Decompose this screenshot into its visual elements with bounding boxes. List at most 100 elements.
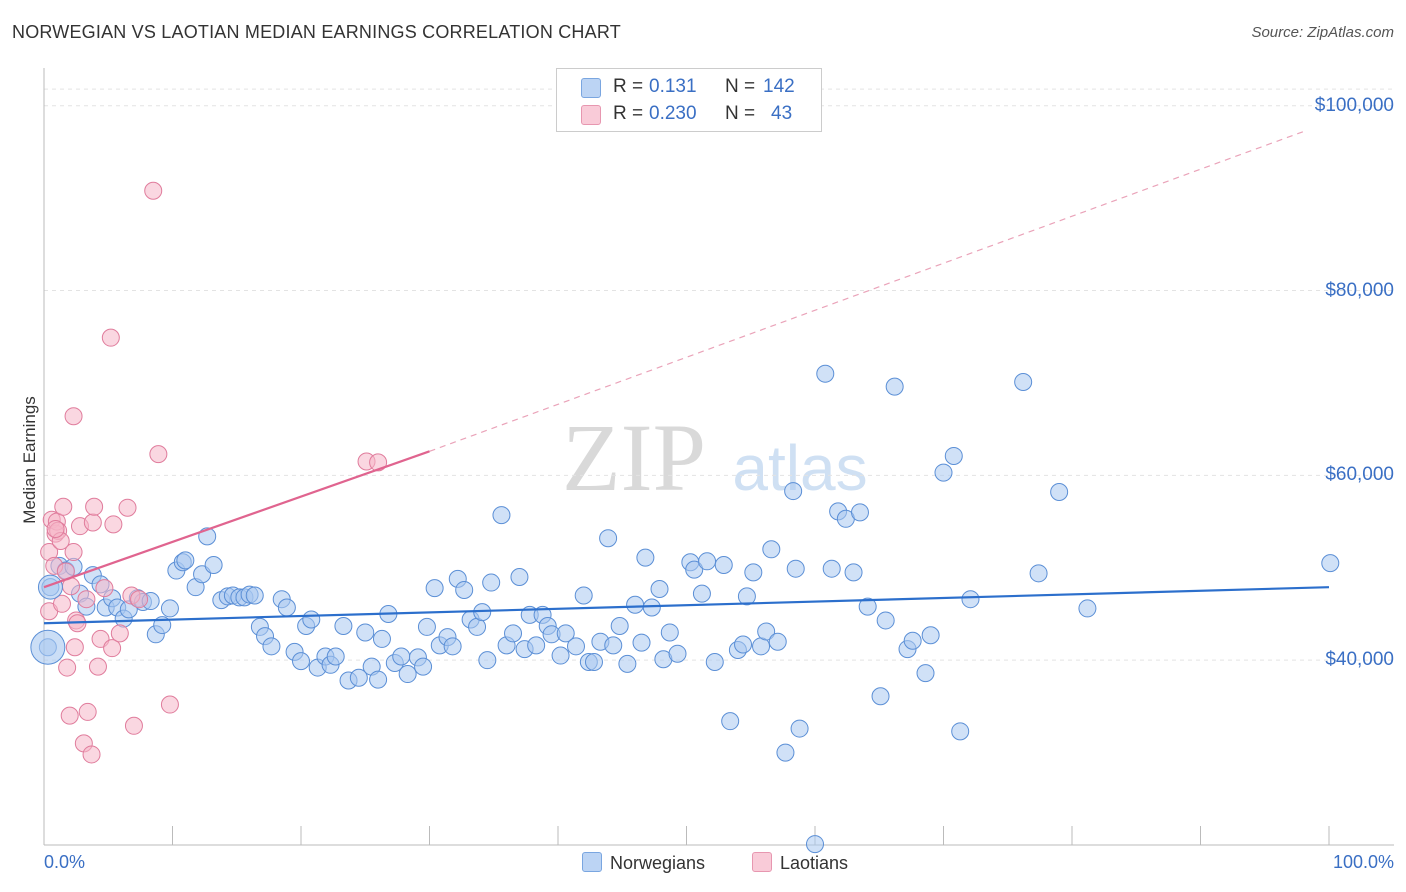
- norwegian-point: [668, 644, 687, 663]
- laotian-point: [78, 702, 97, 721]
- norwegian-point: [334, 616, 353, 635]
- norwegian-point: [302, 610, 321, 629]
- laotian-point: [60, 706, 79, 725]
- laotian-point: [124, 716, 143, 735]
- norwegian-point: [698, 552, 717, 571]
- laotian-point: [65, 638, 84, 657]
- laotian-point: [58, 658, 77, 677]
- norwegian-point: [504, 624, 523, 643]
- norwegian-point: [858, 597, 877, 616]
- watermark-zip: ZIP: [562, 404, 706, 511]
- norwegian-point: [776, 743, 795, 762]
- n-value: 43: [771, 103, 793, 124]
- norwegian-point: [850, 503, 869, 522]
- norwegian-point: [556, 624, 575, 643]
- norwegian-point: [685, 560, 704, 579]
- chart-title: NORWEGIAN VS LAOTIAN MEDIAN EARNINGS COR…: [12, 22, 621, 42]
- laotian-point: [85, 497, 104, 516]
- laotian-trend-extension: [429, 131, 1304, 452]
- norwegian-point: [349, 668, 368, 687]
- norwegian-point: [492, 506, 511, 525]
- x-tick-label-max: 100.0%: [1332, 852, 1394, 872]
- laotian-point: [64, 407, 83, 426]
- laotian-point: [83, 513, 102, 532]
- norwegian-point: [737, 587, 756, 606]
- norwegian-point: [1050, 482, 1069, 501]
- legend-label: Laotians: [780, 853, 849, 873]
- norwegian-point: [762, 540, 781, 559]
- laotians-legend-swatch: [752, 852, 772, 872]
- norwegian-point: [660, 623, 679, 642]
- norwegian-point: [1014, 373, 1033, 392]
- norwegian-point: [478, 651, 497, 670]
- laotian-point: [101, 328, 120, 347]
- norwegian-point: [921, 626, 940, 645]
- norwegian-point-large: [30, 629, 66, 665]
- norwegian-point: [961, 590, 980, 609]
- norwegian-point: [584, 653, 603, 672]
- y-tick-label: $80,000: [1325, 279, 1394, 301]
- norwegian-point: [1029, 564, 1048, 583]
- norwegian-point: [1321, 554, 1340, 573]
- norwegian-point: [618, 654, 637, 673]
- x-tick-label-min: 0.0%: [44, 852, 86, 872]
- norwegian-point: [455, 580, 474, 599]
- laotian-point: [104, 515, 123, 534]
- laotian-point: [64, 543, 83, 562]
- n-label: N =: [725, 76, 756, 97]
- norwegian-point: [204, 555, 223, 574]
- norwegian-point: [885, 377, 904, 396]
- laotian-point: [77, 590, 96, 609]
- norwegian-point: [626, 595, 645, 614]
- norwegian-point: [527, 636, 546, 655]
- norwegian-point: [744, 563, 763, 582]
- norwegian-point: [705, 653, 724, 672]
- norwegian-point: [934, 463, 953, 482]
- norwegian-point: [822, 559, 841, 578]
- legend-item-laotians[interactable]: Laotians: [752, 852, 848, 874]
- norwegian-point: [784, 482, 803, 501]
- laotian-point: [54, 497, 73, 516]
- norwegian-point: [392, 647, 411, 666]
- norwegian-point: [790, 719, 809, 738]
- norwegian-point: [610, 616, 629, 635]
- laotian-point: [82, 745, 101, 764]
- norwegian-point: [245, 586, 264, 605]
- r-label: R =: [613, 76, 644, 97]
- norwegian-point: [262, 637, 281, 656]
- norwegian-point: [816, 364, 835, 383]
- norwegian-point: [692, 584, 711, 603]
- laotian-point: [103, 639, 122, 658]
- legend-item-norwegians[interactable]: Norwegians: [582, 852, 705, 874]
- norwegian-point-large: [37, 574, 63, 600]
- laotian-point: [160, 695, 179, 714]
- source-label: Source: ZipAtlas.com: [1251, 24, 1394, 41]
- norwegian-point: [292, 652, 310, 671]
- laotian-point: [369, 453, 388, 472]
- norwegian-point: [903, 631, 922, 650]
- norwegian-point: [876, 611, 895, 630]
- norwegian-point: [871, 687, 890, 706]
- norwegian-point: [398, 665, 417, 684]
- norwegian-point: [551, 646, 570, 665]
- norwegian-point: [786, 559, 805, 578]
- norwegian-point: [356, 623, 375, 642]
- r-value: 0.131: [649, 76, 697, 97]
- laotian-point: [110, 624, 129, 643]
- laotian-point: [144, 181, 163, 200]
- norwegian-point: [599, 529, 618, 548]
- r-value: 0.230: [649, 103, 697, 124]
- norwegian-point: [642, 598, 661, 617]
- norwegian-point: [734, 635, 753, 654]
- norwegian-point: [482, 573, 501, 592]
- norwegians-legend-swatch: [582, 852, 602, 872]
- n-label: N =: [725, 103, 756, 124]
- legend-label: Norwegians: [610, 853, 706, 873]
- norwegian-point: [916, 664, 935, 683]
- norwegian-point: [326, 647, 345, 666]
- norwegian-point: [650, 580, 669, 599]
- stats-box: R = 0.131 N = 142 R = 0.230 N = 43: [556, 68, 822, 132]
- norwegian-point: [443, 637, 462, 656]
- norwegian-point: [510, 568, 529, 587]
- laotian-point: [88, 657, 107, 676]
